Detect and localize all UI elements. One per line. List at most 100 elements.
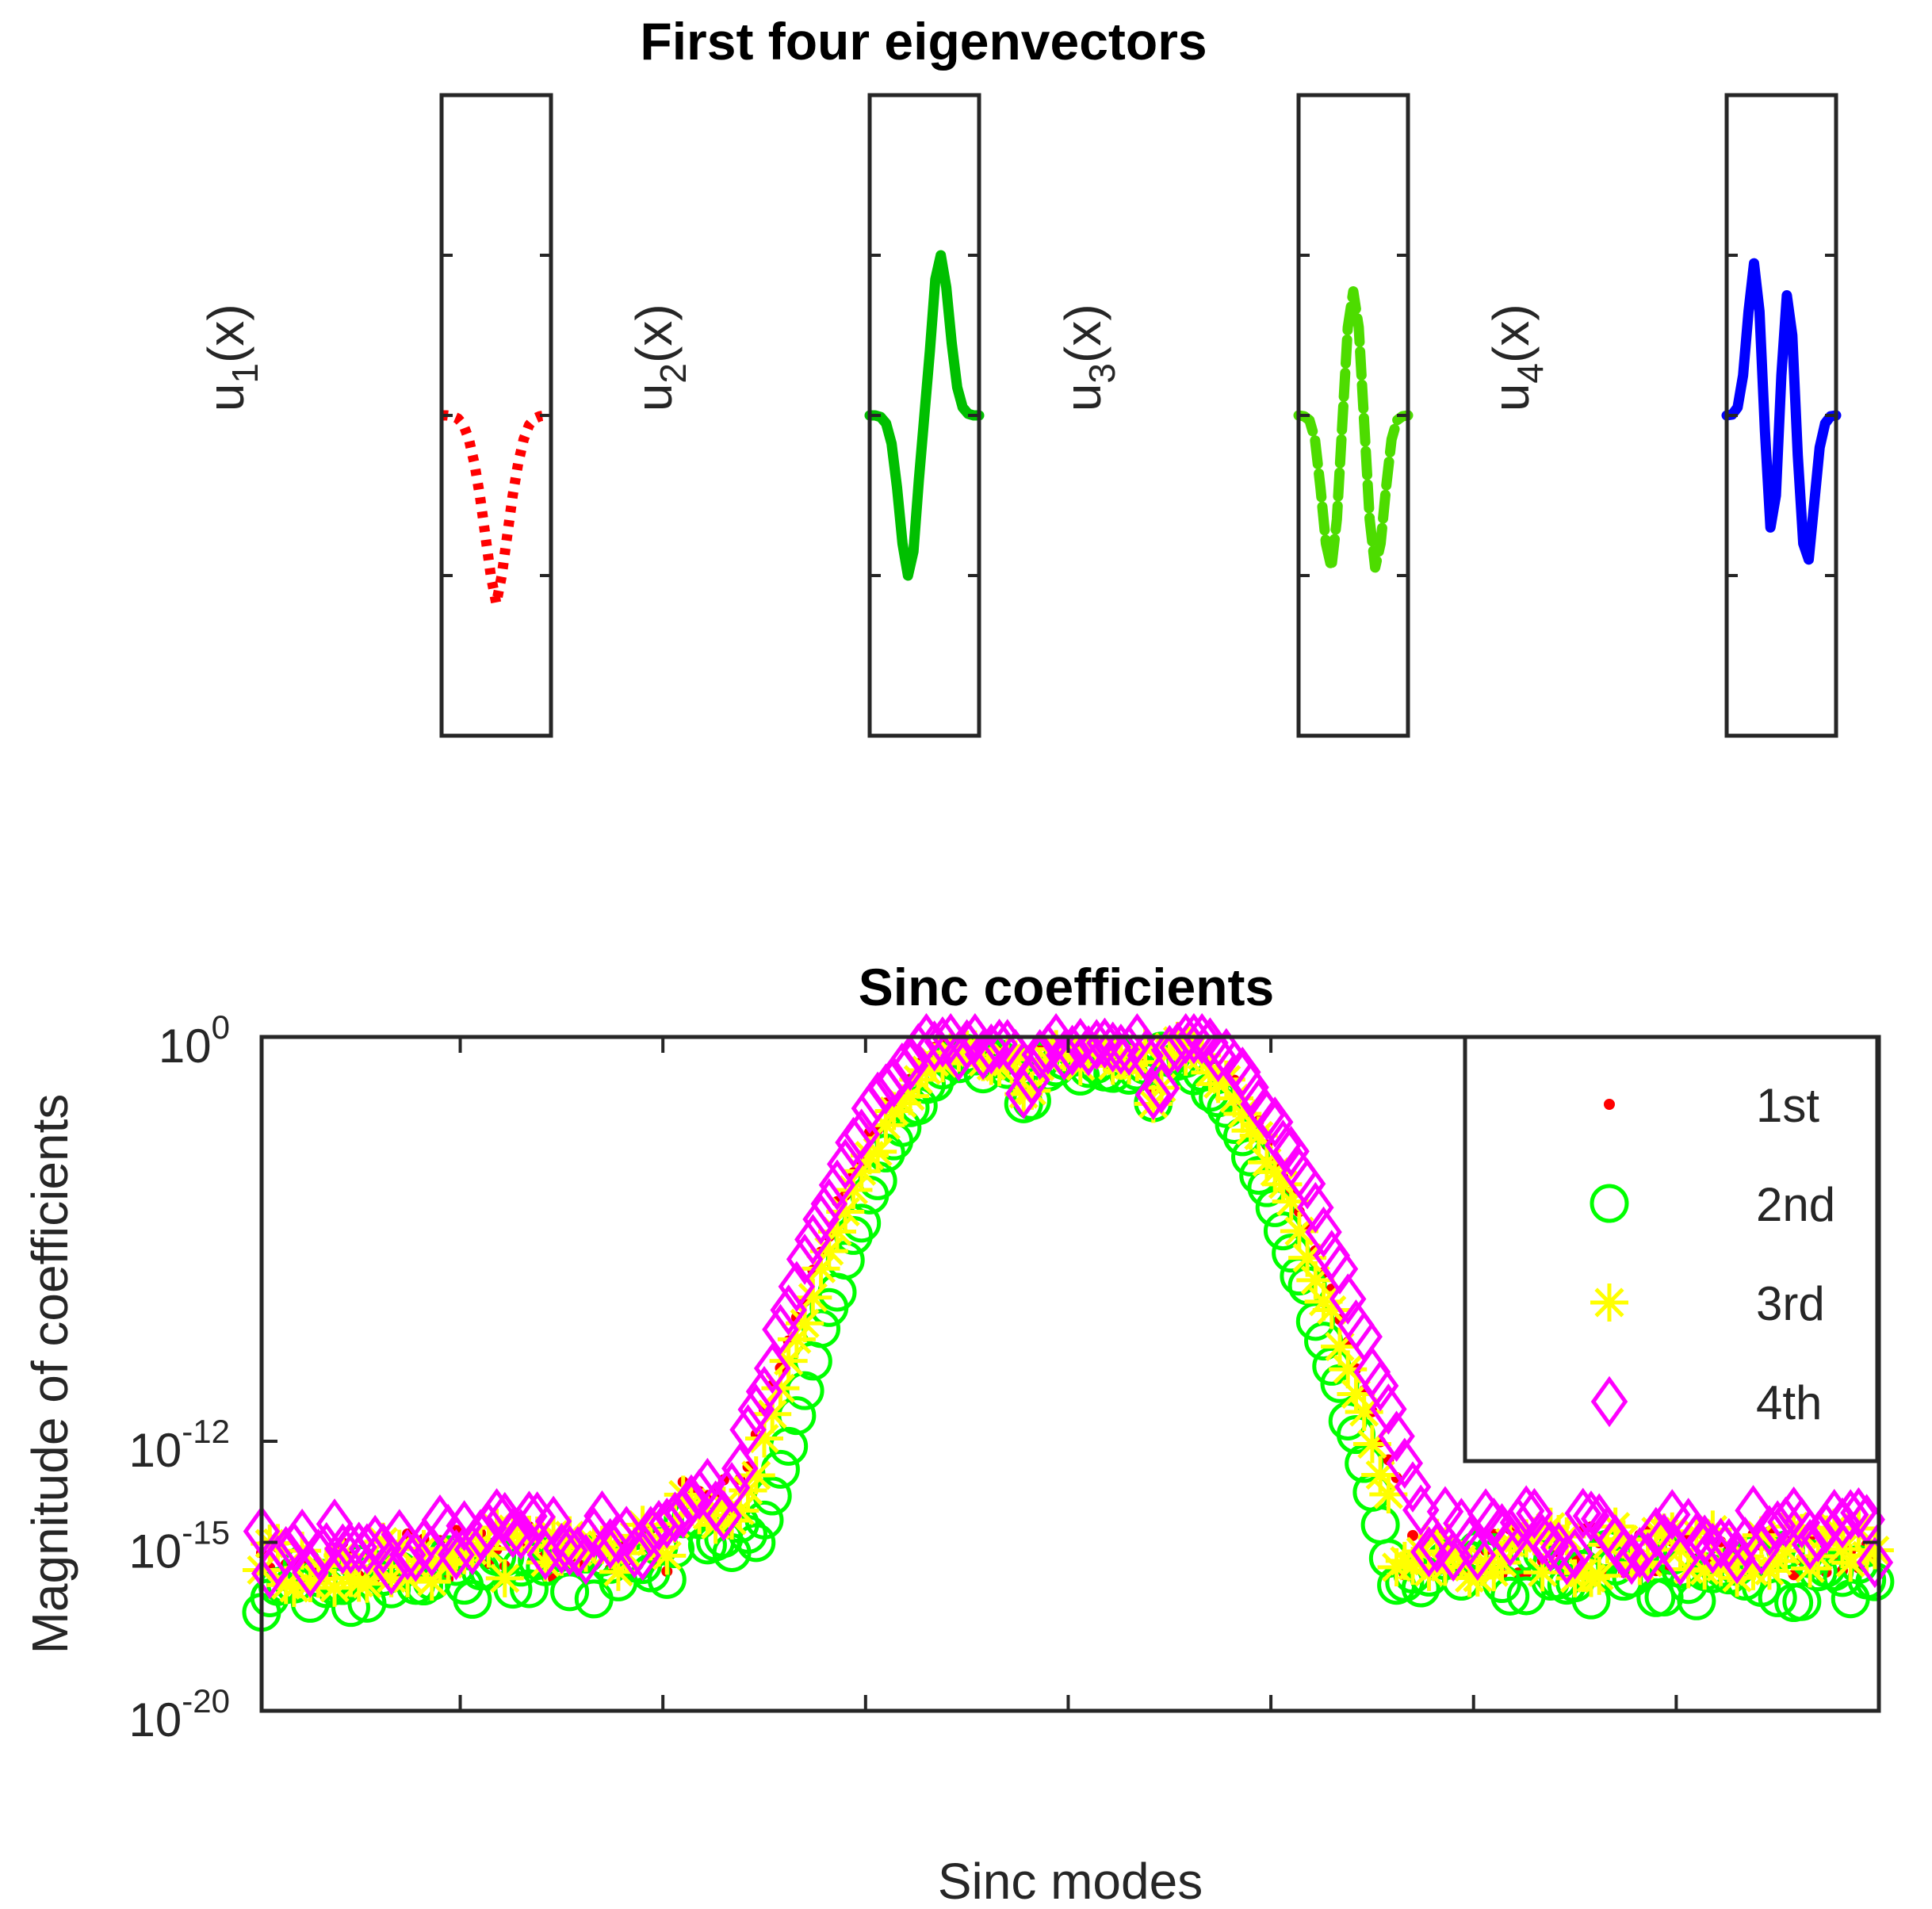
marker-4th [1142, 1062, 1180, 1114]
marker-4th [1248, 1089, 1286, 1141]
marker-4th [1434, 1530, 1472, 1582]
eigenvector-panels: u1(x)u2(x)u3(x)u4(x) [197, 93, 1842, 738]
marker-4th [1767, 1496, 1804, 1548]
ytick-exponent: -15 [182, 1514, 230, 1551]
marker-4th [1305, 1206, 1342, 1258]
ytick-base: 10 [159, 1020, 212, 1073]
ylabel-base: u [1482, 384, 1540, 412]
marker-4th [1004, 1068, 1043, 1119]
ytick-exponent: -12 [182, 1413, 230, 1450]
marker-4th [1750, 1505, 1789, 1557]
ylabel-tail: (x) [626, 304, 683, 363]
asterisk-stroke [1860, 1535, 1890, 1566]
marker-4th [1507, 1485, 1545, 1536]
marker-4th [1370, 1383, 1407, 1435]
ytick-base: 10 [129, 1525, 182, 1578]
legend-marker-3rd [1590, 1284, 1628, 1322]
marker-4th [1791, 1518, 1829, 1570]
marker-4th [1288, 1157, 1326, 1210]
ytick-exponent: -20 [182, 1682, 230, 1720]
marker-4th [1361, 1360, 1399, 1412]
ytick-exponent: 0 [212, 1008, 230, 1046]
marker-4th [656, 1491, 694, 1543]
marker-4th [494, 1507, 532, 1559]
asterisk-stroke [1292, 1243, 1322, 1273]
marker-4th [648, 1497, 686, 1549]
marker-4th [511, 1490, 548, 1542]
marker-3rd [1523, 1553, 1562, 1592]
marker-4th [672, 1474, 710, 1526]
asterisk-stroke [1446, 1544, 1476, 1574]
marker-4th [689, 1457, 726, 1509]
eigenvector-panel-2: u2(x) [626, 93, 985, 738]
marker-4th [875, 1056, 912, 1108]
marker-4th [1637, 1506, 1675, 1559]
marker-4th [1224, 1046, 1261, 1098]
panel-ylabel: u2(x) [626, 304, 694, 411]
ytick-base: 10 [129, 1693, 182, 1746]
marker-4th [1499, 1497, 1537, 1548]
marker-2nd [1490, 1576, 1530, 1616]
marker-4th [599, 1513, 637, 1564]
sinc-ytick-label: 10-12 [129, 1413, 230, 1477]
marker-4th [470, 1502, 507, 1554]
marker-2nd [1782, 1582, 1822, 1621]
legend-label: 3rd [1756, 1277, 1825, 1330]
eigenvector-curve-3 [1293, 286, 1414, 573]
marker-4th [591, 1517, 629, 1570]
marker-4th [1232, 1062, 1269, 1113]
marker-4th [729, 1404, 767, 1456]
marker-2nd [1644, 1578, 1684, 1617]
sinc-ytick-label: 100 [159, 1008, 230, 1073]
eigenvector-panel-3: u3(x) [1054, 93, 1414, 738]
asterisk-stroke [1819, 1513, 1850, 1543]
asterisk-stroke [1244, 1120, 1274, 1151]
marker-3rd [744, 1419, 783, 1458]
marker-4th [1297, 1181, 1334, 1234]
asterisk-stroke [1730, 1541, 1760, 1571]
marker-4th [1410, 1526, 1448, 1578]
marker-4th [753, 1342, 791, 1394]
asterisk-stroke [1227, 1099, 1257, 1129]
ytick-base: 10 [129, 1424, 182, 1477]
marker-4th [1102, 1023, 1140, 1075]
sinc-xlabel: Sinc modes [938, 1853, 1203, 1909]
panel-ylabel: u1(x) [197, 304, 266, 411]
marker-4th [1272, 1126, 1310, 1177]
marker-4th [324, 1523, 362, 1575]
marker-4th [1183, 1012, 1221, 1065]
marker-4th [1475, 1497, 1513, 1549]
marker-4th [267, 1525, 304, 1578]
marker-4th [259, 1535, 296, 1586]
panel-ylabel: u3(x) [1054, 304, 1123, 411]
asterisk-stroke [1349, 1397, 1379, 1427]
marker-4th [340, 1521, 377, 1573]
marker-4th [1256, 1096, 1294, 1148]
marker-4th [543, 1522, 580, 1574]
ylabel-tail: (x) [1482, 304, 1540, 363]
marker-4th [1613, 1533, 1651, 1586]
sinc-ylabel: Magnitude of coefficients [21, 1094, 78, 1655]
marker-4th [794, 1214, 832, 1265]
asterisk-stroke [1609, 1525, 1639, 1555]
marker-4th [1678, 1512, 1716, 1564]
marker-4th [802, 1193, 840, 1245]
marker-4th [348, 1523, 386, 1574]
legend-label: 1st [1756, 1079, 1819, 1132]
sinc-ytick-label: 10-15 [129, 1514, 230, 1578]
marker-3rd [1580, 1556, 1619, 1595]
asterisk-stroke [1333, 1354, 1363, 1384]
legend-marker-4th [1590, 1375, 1628, 1428]
marker-4th [1556, 1528, 1593, 1580]
marker-2nd [453, 1579, 492, 1619]
series-4th [243, 1012, 1894, 1600]
eigenvector-curve-2 [864, 250, 985, 581]
marker-4th [818, 1159, 856, 1211]
ylabel-base: u [626, 384, 683, 412]
marker-4th [365, 1522, 402, 1574]
marker-4th [397, 1531, 434, 1582]
